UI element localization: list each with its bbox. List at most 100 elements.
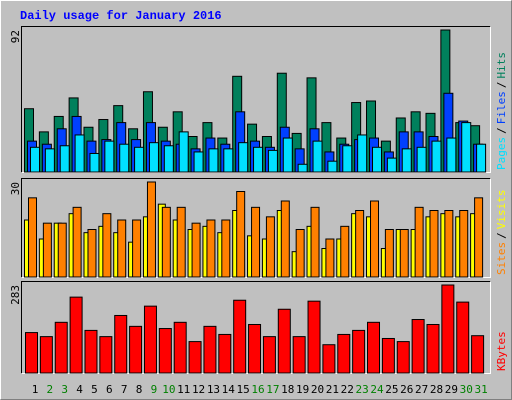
legend-entry: Files — [495, 91, 508, 124]
bar — [471, 335, 485, 374]
legend-separator: / — [495, 232, 508, 239]
bar — [372, 146, 383, 173]
bar — [223, 148, 234, 173]
bar — [28, 197, 37, 278]
bar — [386, 157, 397, 173]
bar — [262, 336, 276, 374]
x-tick-label: 17 — [266, 383, 279, 396]
bar — [431, 140, 442, 173]
bar — [132, 219, 142, 278]
bar — [355, 210, 365, 278]
bar — [69, 296, 83, 374]
bar — [119, 143, 130, 173]
bar — [384, 229, 394, 278]
bar — [59, 145, 70, 173]
bar — [148, 142, 159, 173]
bar — [280, 200, 290, 278]
bar — [411, 319, 425, 374]
y-tick-label: 92 — [9, 30, 22, 43]
bar — [265, 216, 275, 278]
legend-entry: KBytes — [495, 331, 508, 371]
x-tick-label: 8 — [136, 383, 143, 396]
bar — [203, 325, 217, 374]
x-tick-label: 4 — [76, 383, 83, 396]
bar — [444, 210, 454, 278]
bar — [89, 152, 100, 173]
bar — [277, 308, 291, 374]
x-tick-label: 30 — [460, 383, 473, 396]
bar — [461, 122, 472, 173]
bar — [188, 341, 202, 374]
x-tick-label: 13 — [207, 383, 220, 396]
bar — [429, 210, 439, 278]
bar — [99, 336, 113, 374]
legend-entry: Pages — [495, 137, 508, 170]
bar — [158, 328, 172, 374]
bar — [446, 137, 457, 173]
bar — [381, 337, 395, 374]
bar — [267, 149, 278, 173]
x-tick-label: 15 — [237, 383, 250, 396]
bar — [161, 206, 171, 278]
bar — [236, 191, 246, 278]
bar — [134, 146, 145, 173]
x-tick-label: 28 — [430, 383, 443, 396]
bar — [114, 314, 128, 374]
bar — [42, 222, 52, 278]
bar — [297, 163, 308, 173]
x-tick-label: 9 — [151, 383, 158, 396]
bar — [193, 151, 204, 173]
bar — [352, 329, 366, 374]
x-tick-label: 31 — [474, 383, 487, 396]
bar — [221, 219, 231, 278]
bar — [104, 140, 115, 173]
legend-separator: / — [495, 82, 508, 89]
bar — [399, 229, 409, 278]
bar — [44, 148, 55, 173]
x-tick-label: 1 — [32, 383, 39, 396]
bar — [441, 284, 455, 374]
x-tick-label: 2 — [47, 383, 54, 396]
bar — [282, 137, 293, 173]
bar — [74, 134, 85, 173]
bar — [456, 301, 470, 374]
bar — [30, 146, 40, 173]
x-tick-label: 29 — [445, 383, 458, 396]
x-tick-label: 16 — [251, 383, 264, 396]
bar — [129, 325, 143, 374]
bar — [206, 219, 216, 278]
x-tick-label: 7 — [121, 383, 128, 396]
bar — [102, 213, 112, 278]
bar — [191, 222, 201, 278]
bar — [337, 333, 351, 374]
bar — [322, 344, 336, 374]
bar — [327, 160, 338, 173]
chart-title: Daily usage for January 2016 — [20, 9, 222, 23]
x-tick-label: 18 — [281, 383, 294, 396]
bar — [310, 206, 320, 278]
bar — [208, 148, 219, 173]
bar — [357, 134, 368, 173]
x-tick-label: 14 — [222, 383, 236, 396]
bar — [87, 229, 97, 278]
x-tick-label: 11 — [177, 383, 190, 396]
bar — [292, 336, 306, 374]
bar — [117, 219, 127, 278]
legend-entry: Hits — [495, 52, 508, 79]
x-tick-label: 22 — [341, 383, 354, 396]
bar — [474, 197, 484, 278]
bar — [248, 323, 262, 374]
bar — [146, 181, 156, 278]
x-tick-label: 3 — [61, 383, 68, 396]
bar — [295, 229, 305, 278]
y-tick-label: 30 — [9, 182, 22, 195]
legend-entry: Visits — [495, 190, 508, 230]
bar — [325, 238, 335, 278]
bar — [84, 329, 98, 374]
bar — [312, 140, 323, 173]
bar — [396, 341, 410, 374]
bar — [72, 206, 82, 278]
bar — [342, 145, 353, 173]
bar — [370, 200, 380, 278]
